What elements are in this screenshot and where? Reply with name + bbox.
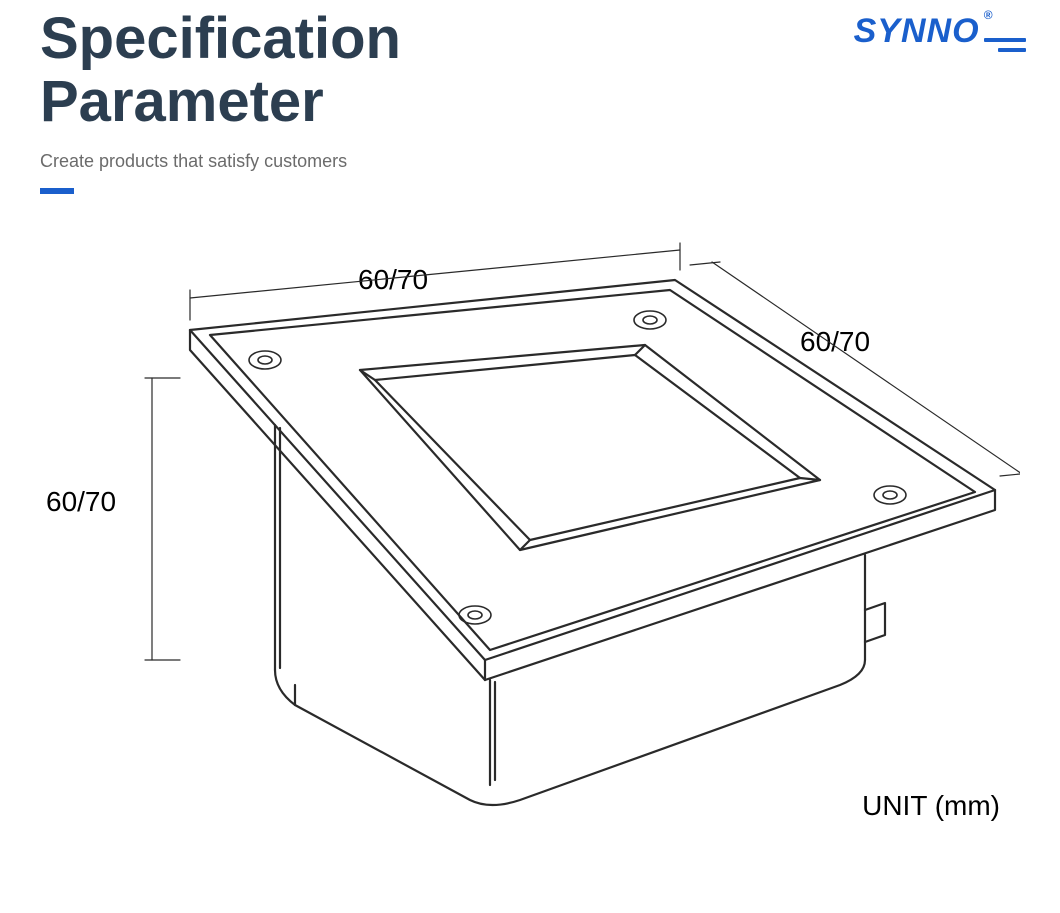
menu-icon[interactable] (984, 38, 1026, 52)
menu-bar-2 (998, 48, 1026, 52)
page-title-line2: Parameter (40, 71, 401, 134)
page-subtitle: Create products that satisfy customers (40, 151, 401, 172)
product-line-drawing (40, 240, 1020, 840)
brand-logo-text: SYNNO (854, 12, 980, 50)
registered-mark-icon: ® (984, 8, 994, 22)
page-title-line1: Specification (40, 8, 401, 71)
brand-logo: SYNNO ® (854, 12, 980, 51)
title-block: Specification Parameter Create products … (40, 8, 401, 194)
logo-block: SYNNO ® (854, 12, 1026, 52)
accent-bar (40, 188, 74, 194)
menu-bar-1 (984, 38, 1026, 42)
